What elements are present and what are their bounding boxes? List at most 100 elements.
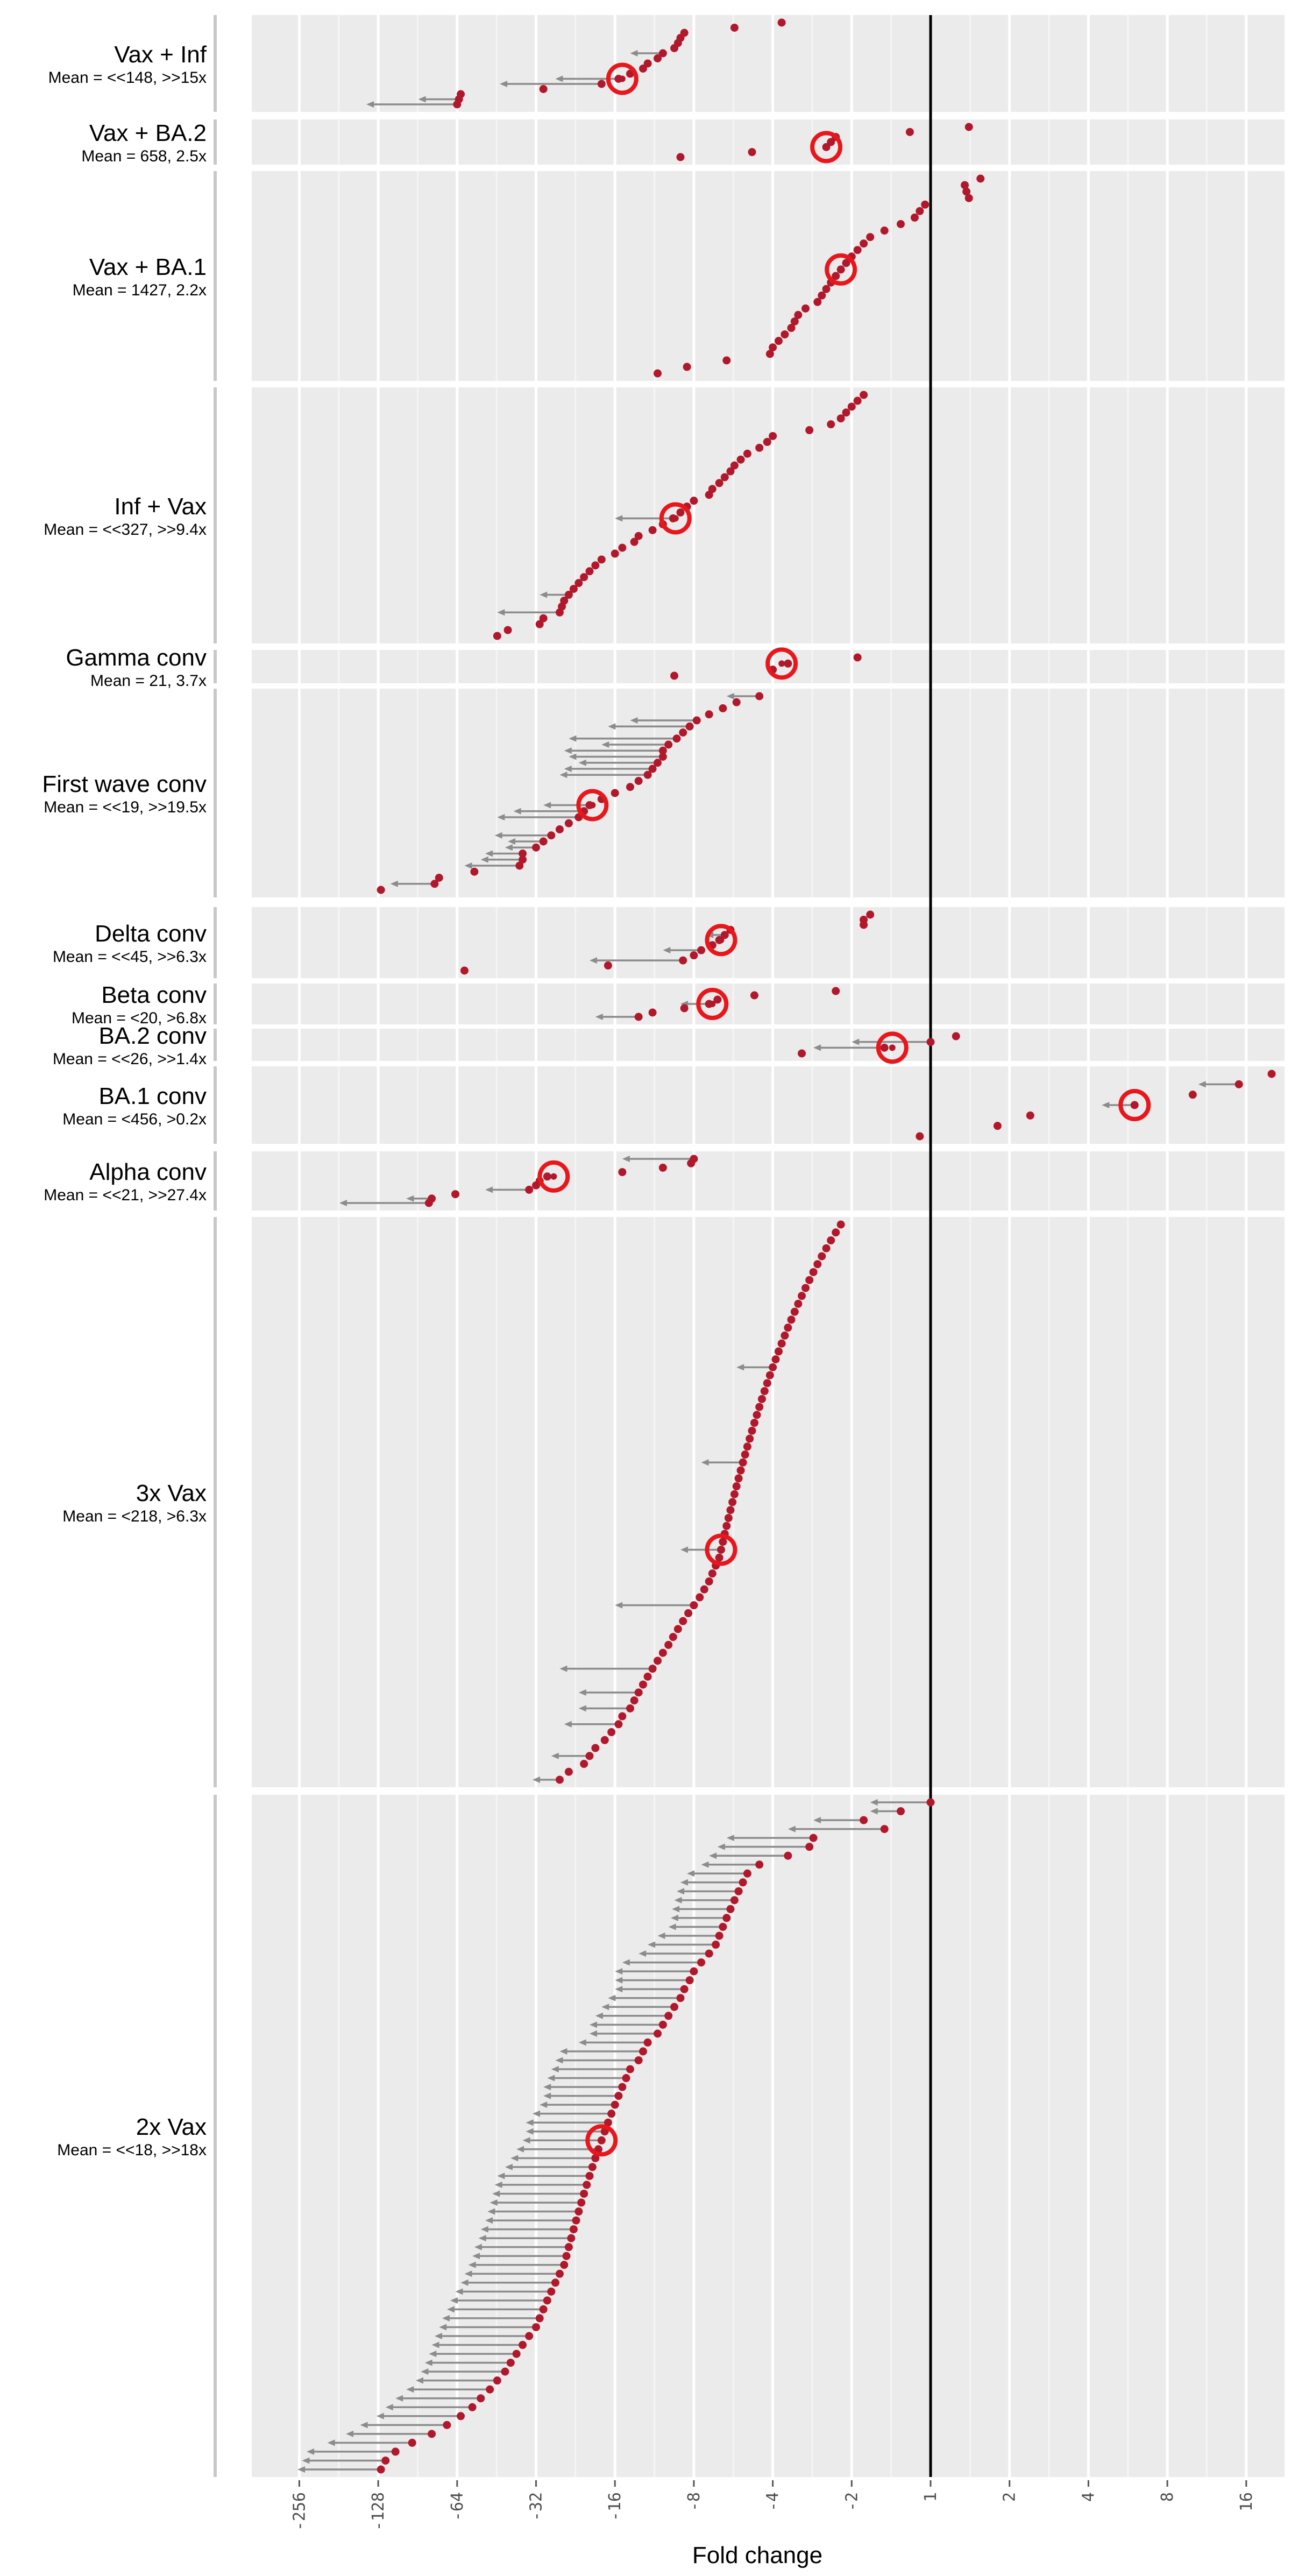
data-point	[565, 1768, 573, 1776]
data-point	[543, 2296, 551, 2304]
data-point	[810, 1268, 818, 1276]
data-point	[532, 2323, 540, 2331]
data-point	[805, 1276, 813, 1284]
mean-dot	[718, 1546, 724, 1553]
data-point	[1026, 1112, 1034, 1120]
panel-backgrounds	[252, 15, 1285, 2477]
data-point	[848, 402, 856, 411]
mean-dot	[598, 2137, 605, 2143]
data-point	[750, 1419, 758, 1427]
data-point	[515, 862, 523, 870]
data-point	[669, 1633, 677, 1641]
data-point	[705, 491, 713, 499]
data-point	[626, 1704, 634, 1712]
data-point	[543, 1172, 551, 1180]
data-point	[676, 153, 684, 161]
data-point	[659, 2021, 667, 2029]
data-point	[563, 2252, 571, 2260]
data-point	[377, 2466, 385, 2474]
data-point	[755, 1860, 763, 1869]
data-point	[722, 1914, 730, 1922]
data-point	[730, 1490, 739, 1498]
mean-dot	[778, 660, 785, 667]
panel-1	[252, 119, 1285, 165]
data-point	[635, 2056, 643, 2064]
data-point	[715, 479, 723, 487]
data-point	[654, 2029, 662, 2037]
panel-6	[252, 907, 1285, 978]
data-point	[598, 80, 606, 88]
data-point	[684, 1609, 692, 1617]
data-point	[460, 967, 469, 975]
data-point	[1235, 1080, 1243, 1088]
data-point	[911, 214, 919, 222]
data-point	[854, 397, 862, 405]
data-point	[428, 2430, 436, 2438]
data-point	[601, 1736, 609, 1744]
data-point	[784, 1852, 792, 1860]
mean-dot	[889, 1044, 896, 1051]
data-point	[626, 2065, 634, 2073]
data-point	[781, 1332, 789, 1340]
x-tick-label: -2	[842, 2492, 861, 2511]
data-point	[700, 1586, 708, 1594]
data-point	[469, 2403, 477, 2411]
data-point	[743, 450, 751, 458]
x-tick-label: -16	[606, 2492, 625, 2521]
group-mean-label: Mean = 21, 3.7x	[90, 672, 207, 690]
data-point	[604, 961, 612, 969]
data-point	[607, 2110, 615, 2118]
data-point	[690, 1968, 698, 1976]
data-point	[693, 717, 701, 725]
data-point	[551, 2278, 559, 2287]
data-point	[696, 1593, 704, 1601]
data-point	[611, 789, 619, 797]
data-point	[994, 1122, 1002, 1130]
data-point	[722, 356, 730, 364]
data-point	[659, 753, 667, 761]
group-label: BA.1 conv	[98, 1083, 207, 1109]
data-point	[766, 350, 774, 358]
data-point	[457, 2412, 465, 2420]
mean-dot	[619, 76, 626, 82]
group-mean-label: Mean = 658, 2.5x	[81, 147, 207, 165]
data-point	[965, 194, 973, 202]
data-point	[697, 1958, 705, 1966]
data-point	[755, 692, 763, 700]
data-point	[881, 1044, 889, 1052]
group-mean-label: Mean = <<26, >>1.4x	[53, 1050, 207, 1068]
data-point	[794, 1300, 802, 1308]
data-point	[493, 2376, 501, 2384]
data-point	[556, 608, 564, 617]
data-point	[728, 1498, 736, 1506]
data-point	[486, 2386, 494, 2394]
data-point	[832, 1228, 840, 1236]
x-axis-title: Fold change	[692, 2542, 822, 2568]
group-label: Vax + BA.1	[89, 254, 207, 280]
data-point	[775, 1347, 783, 1355]
data-point	[712, 1941, 720, 1949]
data-point	[866, 911, 874, 919]
data-point	[451, 1190, 459, 1198]
data-point	[771, 1355, 779, 1363]
data-point	[735, 1887, 743, 1895]
group-label: 3x Vax	[136, 1480, 207, 1506]
data-point	[827, 420, 835, 428]
group-mean-label: Mean = <218, >6.3x	[62, 1508, 207, 1525]
data-point	[674, 1625, 682, 1633]
data-point	[715, 1932, 723, 1940]
data-point	[798, 1292, 806, 1300]
data-point	[976, 175, 984, 183]
data-point	[952, 1032, 960, 1041]
data-point	[813, 298, 821, 306]
data-point	[585, 2172, 593, 2180]
data-point	[679, 728, 687, 737]
data-point	[580, 2190, 588, 2198]
data-point	[659, 1649, 667, 1657]
data-point	[536, 2314, 544, 2322]
data-point	[680, 1004, 689, 1013]
data-point	[705, 1577, 713, 1586]
data-point	[769, 1363, 777, 1371]
group-label: Vax + Inf	[114, 41, 207, 68]
